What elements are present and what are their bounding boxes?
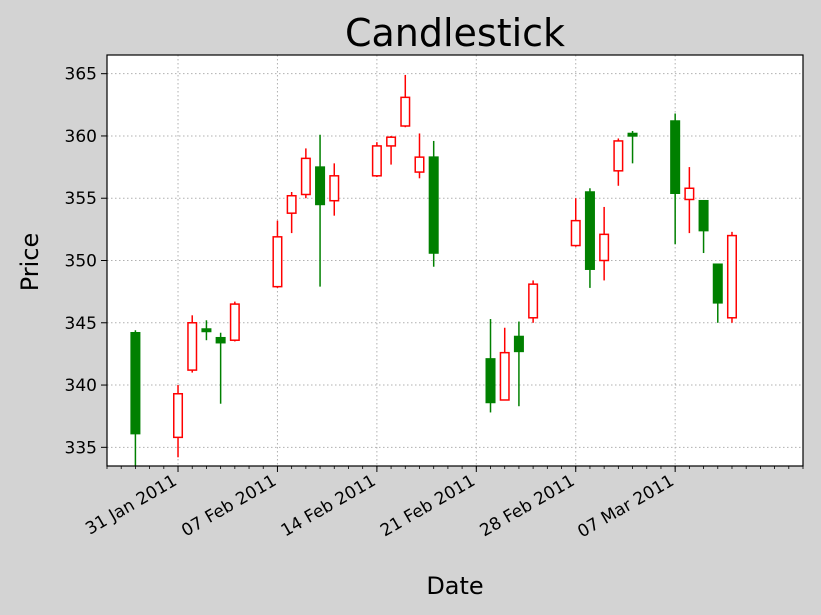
y-tick-label: 365: [65, 65, 97, 85]
candle-body: [187, 322, 198, 371]
candle-up: [286, 192, 297, 234]
candle-body: [698, 199, 709, 232]
candle-body: [670, 120, 681, 194]
candle-up: [300, 148, 311, 199]
candle-down: [485, 319, 496, 413]
candle-down: [315, 134, 326, 287]
candle-body: [712, 263, 723, 304]
candle-body: [627, 132, 638, 137]
candle-up: [570, 198, 581, 247]
candle-up: [684, 167, 695, 234]
candle-body: [613, 140, 624, 172]
candle-body: [513, 335, 524, 353]
candle-body: [528, 283, 539, 319]
candle-body: [499, 351, 510, 401]
candle-down: [627, 130, 638, 164]
candle-up: [187, 315, 198, 373]
candle-up: [528, 280, 539, 323]
candle-down: [201, 320, 212, 341]
candle-body: [584, 191, 595, 270]
candle-down: [130, 330, 141, 466]
candle-body: [201, 328, 212, 333]
candle-body: [229, 303, 240, 341]
candle-up: [726, 231, 737, 323]
candle-body: [570, 219, 581, 247]
candle-up: [613, 138, 624, 186]
candle-down: [712, 263, 723, 323]
candle-body: [173, 393, 184, 439]
y-tick-label: 340: [65, 376, 97, 396]
candle-body: [684, 187, 695, 201]
y-tick-label: 355: [65, 189, 97, 209]
y-axis-label: Price: [16, 233, 44, 292]
candle-up: [386, 135, 397, 165]
y-tick-label: 350: [65, 252, 97, 272]
candle-body: [315, 166, 326, 206]
y-axis: 335 340 345 350 355 360 365: [65, 65, 107, 458]
candle-body: [414, 156, 425, 173]
candle-up: [371, 142, 382, 178]
candle-up: [272, 220, 283, 288]
candle-body: [485, 358, 496, 404]
candle-body: [300, 157, 311, 196]
x-axis-label: Date: [426, 572, 483, 600]
candle-down: [698, 199, 709, 254]
chart-title: Candlestick: [345, 11, 565, 55]
candle-up: [499, 327, 510, 401]
candle-body: [329, 175, 340, 202]
candle-down: [428, 140, 439, 267]
y-tick-label: 360: [65, 127, 97, 147]
candle-body: [286, 194, 297, 214]
candle-down: [215, 332, 226, 404]
y-tick-label: 345: [65, 314, 97, 334]
candle-body: [726, 234, 737, 319]
y-tick-label: 335: [65, 438, 97, 458]
candles: [130, 74, 737, 466]
candle-down: [670, 113, 681, 245]
candle-down: [584, 188, 595, 288]
candle-body: [599, 233, 610, 262]
candle-body: [272, 236, 283, 288]
candle-up: [400, 74, 411, 128]
candle-up: [414, 133, 425, 179]
candle-up: [229, 301, 240, 342]
candle-body: [215, 336, 226, 344]
candle-body: [371, 145, 382, 177]
candle-up: [329, 163, 340, 216]
candle-body: [386, 136, 397, 147]
candle-up: [599, 206, 610, 281]
candle-body: [130, 331, 141, 435]
candle-body: [428, 156, 439, 254]
candle-down: [513, 321, 524, 407]
candle-body: [400, 96, 411, 127]
candle-up: [173, 385, 184, 458]
